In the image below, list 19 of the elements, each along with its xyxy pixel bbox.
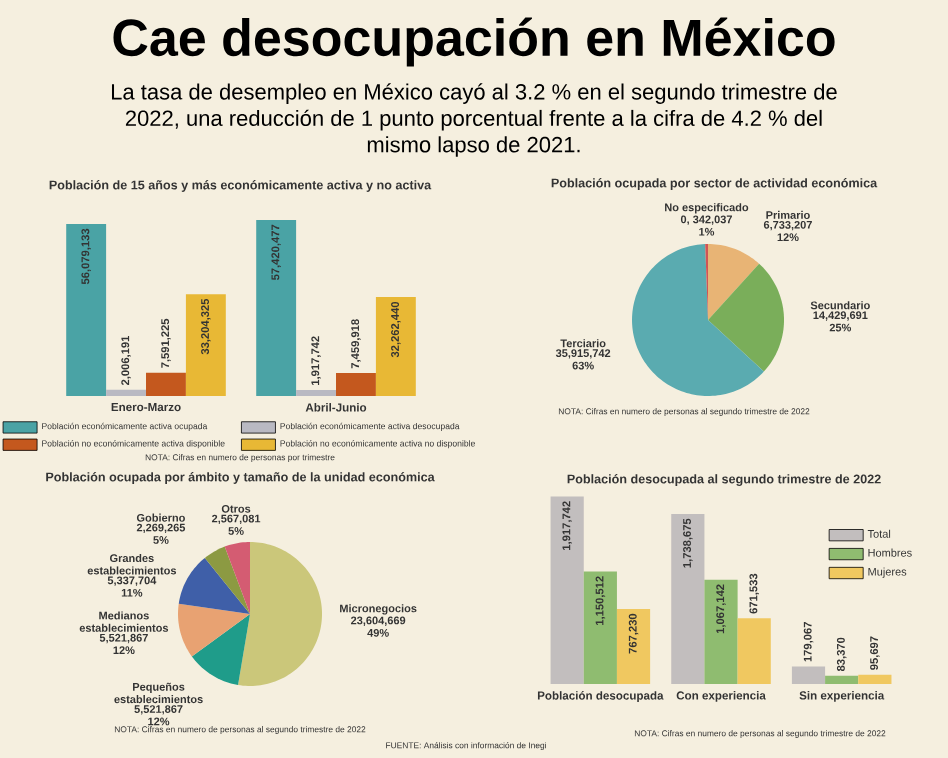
bar — [106, 389, 147, 396]
bar — [616, 608, 651, 684]
text: La tasa de desempleo en México cayó al 3.2 % en el segundo trimestre de 2022, una reducción de 1 punto porcentual frente a la cifra de 4.2 % del mismo lapso de 2021. — [111, 83, 837, 157]
bar — [296, 390, 337, 396]
bar — [791, 666, 826, 684]
bar — [66, 224, 107, 396]
bar — [336, 373, 376, 396]
bar — [550, 496, 584, 684]
bar — [737, 618, 771, 684]
text: Cae desocupación en México — [113, 17, 835, 67]
bar — [704, 579, 738, 684]
bar — [256, 219, 297, 396]
bar — [671, 513, 705, 684]
bar — [825, 675, 859, 684]
bar — [146, 372, 186, 396]
bar — [858, 674, 892, 684]
bar — [185, 294, 226, 396]
bar — [375, 297, 416, 396]
bar — [583, 571, 617, 684]
